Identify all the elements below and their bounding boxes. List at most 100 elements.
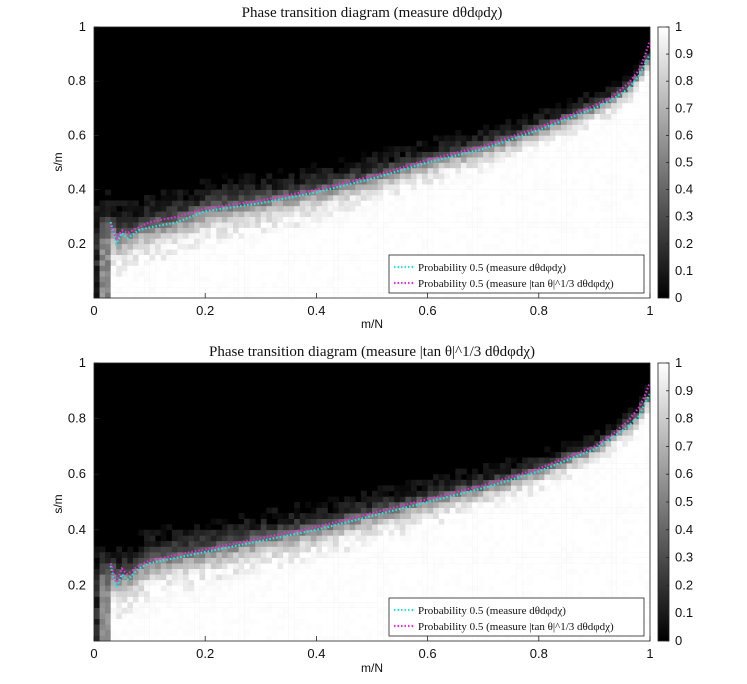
heatmap-cell [344,260,351,266]
heatmap-cell [166,574,173,581]
heatmap-cell [533,507,540,514]
heatmap-cell [399,211,406,217]
heatmap-cell [410,490,417,497]
heatmap-cell [516,635,523,642]
heatmap-cell [383,502,389,508]
heatmap-cell [616,146,623,152]
heatmap-cell [605,113,612,120]
heatmap-cell [277,287,284,293]
heatmap-cell [533,113,540,120]
heatmap-cell [422,157,428,163]
heatmap-cell [344,189,351,196]
heatmap-cell [310,260,317,266]
heatmap-cell [544,590,551,597]
heatmap-cell [494,184,501,190]
heatmap-cell [505,167,512,174]
heatmap-cell [283,254,289,261]
heatmap-cell [561,524,567,531]
heatmap-cell [99,216,106,223]
heatmap-cell [522,195,528,201]
heatmap-cell [149,613,156,620]
heatmap-cell [288,254,295,261]
heatmap-cell [377,529,384,536]
heatmap-cell [627,81,634,87]
heatmap-cell [288,276,295,283]
heatmap-cell [149,535,156,542]
heatmap-cell [438,557,445,564]
heatmap-cell [544,529,551,536]
heatmap-cell [488,546,495,553]
heatmap-cell [616,167,623,174]
heatmap-cell [511,232,517,239]
heatmap-cell [399,178,406,185]
heatmap-cell [327,216,334,223]
heatmap-cell [599,200,606,207]
heatmap-cell [238,546,245,553]
heatmap-cell [399,579,406,586]
heatmap-cell [638,92,645,98]
heatmap-cell [316,216,323,223]
heatmap-cell [594,216,601,223]
heatmap-cell [210,195,217,201]
y-tick-label: 1 [79,19,86,34]
heatmap-cell [233,243,239,250]
heatmap-cell [260,195,267,201]
heatmap-cell [638,243,645,250]
heatmap-cell [294,195,301,201]
heatmap-cell [449,216,456,223]
heatmap-cell [199,563,206,570]
heatmap-cell [433,292,440,299]
heatmap-cell [533,227,540,234]
heatmap-cell [588,140,595,147]
heatmap-cell [383,195,389,201]
heatmap-cell [605,146,612,152]
heatmap-cell [483,232,490,239]
heatmap-cell [522,507,528,514]
heatmap-cell [627,232,634,239]
legend-entry: Probability 0.5 (measure |tan θ|^1/3 dθd… [418,278,614,290]
heatmap-cell [271,524,278,531]
heatmap-cell [499,162,506,169]
heatmap-cell [505,178,512,185]
heatmap-cell [483,568,490,575]
heatmap-cell [188,563,195,570]
heatmap-cell [538,292,545,299]
heatmap-cell [505,173,512,180]
heatmap-cell [344,629,351,636]
heatmap-cell [255,270,262,277]
heatmap-cell [422,227,428,234]
heatmap-cell [444,249,451,255]
heatmap-cell [149,540,156,547]
heatmap-cell [455,479,462,486]
heatmap-cell [405,157,412,163]
heatmap-cell [633,151,640,158]
heatmap-cell [105,222,111,228]
heatmap-cell [327,276,334,283]
heatmap-cell [121,270,128,277]
heatmap-cell [438,513,445,519]
heatmap-cell [566,557,573,564]
heatmap-cell [516,184,523,190]
heatmap-cell [127,613,134,620]
heatmap-cell [416,496,423,503]
heatmap-cell [283,276,289,283]
heatmap-cell [377,200,384,207]
heatmap-cell [583,238,590,245]
heatmap-cell [566,540,573,547]
heatmap-cell [182,635,189,642]
heatmap-cell [177,557,184,564]
heatmap-cell [394,178,401,185]
heatmap-cell [455,162,462,169]
heatmap-cell [349,243,356,250]
heatmap-cell [516,195,523,201]
heatmap-cell [472,195,478,201]
heatmap-cell [555,238,562,245]
heatmap-cell [572,167,579,174]
heatmap-cell [566,124,573,131]
heatmap-cell [244,270,250,277]
heatmap-cell [383,260,389,266]
heatmap-cell [283,629,289,636]
heatmap-cell [321,167,328,174]
heatmap-cell [288,574,295,581]
heatmap-cell [444,200,451,207]
